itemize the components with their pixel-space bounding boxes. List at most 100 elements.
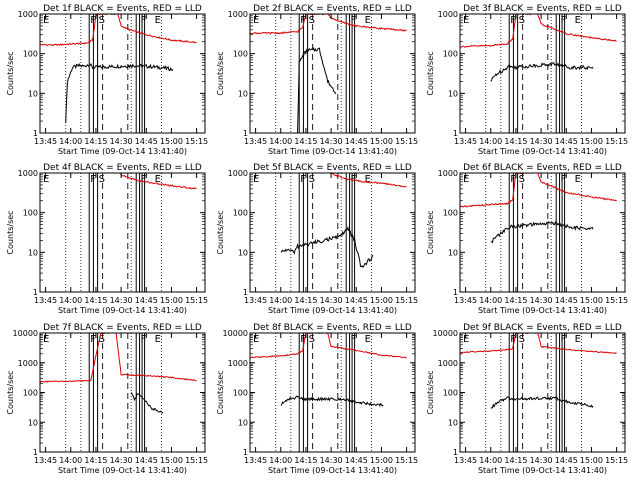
- y-tick-label: 10: [28, 248, 38, 257]
- panel-title: Det 9f BLACK = Events, RED = LLD: [463, 323, 622, 333]
- x-axis-label: Start Time (09-Oct-14 13:41:40): [268, 466, 397, 475]
- plot-frame: [39, 332, 206, 453]
- x-axis-label: Start Time (09-Oct-14 13:41:40): [58, 306, 187, 315]
- x-tick-label: 15:00: [370, 296, 393, 305]
- region-letter: E: [43, 334, 49, 345]
- x-tick-label: 14:15: [504, 296, 527, 305]
- x-tick-label: 15:00: [370, 456, 393, 465]
- y-tick-label: 1: [33, 129, 38, 138]
- y-tick-label: 10: [238, 89, 248, 98]
- events-series-line: [490, 220, 594, 244]
- region-letter: E: [463, 174, 469, 185]
- lld-series-line: [40, 333, 197, 383]
- x-tick-label: 14:00: [479, 456, 502, 465]
- x-tick-label: 15:00: [160, 137, 183, 146]
- y-tick-label: 1000: [438, 359, 458, 368]
- x-tick-label: 14:30: [530, 456, 553, 465]
- y-tick-label: 1: [453, 448, 458, 457]
- y-tick-label: 1000: [18, 169, 38, 178]
- x-tick-label: 14:30: [320, 456, 343, 465]
- x-axis-label: Start Time (09-Oct-14 13:41:40): [58, 147, 187, 156]
- y-tick-label: 1000: [228, 169, 248, 178]
- region-letter: E: [463, 334, 469, 345]
- x-tick-label: 15:00: [580, 456, 603, 465]
- region-letter: F: [90, 334, 96, 345]
- x-tick-label: 13:45: [34, 137, 57, 146]
- y-tick-label: 10000: [13, 329, 38, 338]
- y-tick-label: 1000: [228, 359, 248, 368]
- y-tick-label: 10: [238, 418, 248, 427]
- y-tick-label: 10: [448, 248, 458, 257]
- region-letter: F: [90, 15, 96, 26]
- plot-frame: [249, 332, 416, 453]
- region-letter: E: [365, 334, 371, 345]
- y-axis-label: Counts/sec: [6, 210, 15, 254]
- x-tick-label: 14:30: [530, 137, 553, 146]
- x-tick-label: 14:15: [84, 456, 107, 465]
- region-letter: F: [300, 174, 306, 185]
- events-series-line: [130, 392, 164, 414]
- y-tick-label: 100: [443, 389, 458, 398]
- region-letter: F: [300, 334, 306, 345]
- panel-title: Det 2f BLACK = Events, RED = LLD: [253, 4, 412, 14]
- lld-series-line: [460, 14, 617, 48]
- y-tick-label: 100: [233, 50, 248, 59]
- x-tick-label: 15:00: [160, 456, 183, 465]
- x-tick-label: 15:15: [395, 137, 418, 146]
- y-axis-label: Counts/sec: [426, 51, 435, 95]
- x-tick-label: 14:00: [479, 137, 502, 146]
- region-letter: E: [463, 15, 469, 26]
- x-axis-label: Start Time (09-Oct-14 13:41:40): [58, 466, 187, 475]
- region-letter: S: [99, 334, 105, 345]
- region-letter: F: [351, 174, 357, 185]
- lld-series-line: [329, 173, 407, 188]
- x-tick-label: 14:30: [110, 296, 133, 305]
- x-tick-label: 14:45: [345, 296, 368, 305]
- region-letter: F: [141, 174, 147, 185]
- region-letter: F: [561, 174, 567, 185]
- y-tick-label: 1: [243, 288, 248, 297]
- x-tick-label: 15:00: [580, 137, 603, 146]
- region-letter: F: [351, 334, 357, 345]
- x-tick-label: 15:15: [185, 456, 208, 465]
- x-tick-label: 14:15: [84, 296, 107, 305]
- x-tick-label: 15:15: [605, 137, 628, 146]
- region-letter: F: [510, 15, 516, 26]
- panel-title: Det 3f BLACK = Events, RED = LLD: [463, 4, 622, 14]
- x-tick-label: 14:45: [555, 137, 578, 146]
- region-letter: F: [510, 334, 516, 345]
- x-axis-label: Start Time (09-Oct-14 13:41:40): [478, 306, 607, 315]
- y-tick-label: 10: [28, 89, 38, 98]
- region-letter: E: [365, 174, 371, 185]
- region-letter: F: [561, 334, 567, 345]
- y-tick-label: 1000: [18, 359, 38, 368]
- x-axis-label: Start Time (09-Oct-14 13:41:40): [268, 147, 397, 156]
- x-axis-label: Start Time (09-Oct-14 13:41:40): [478, 466, 607, 475]
- x-tick-label: 13:45: [34, 296, 57, 305]
- x-tick-label: 14:15: [504, 456, 527, 465]
- y-tick-label: 100: [443, 209, 458, 218]
- region-letter: E: [253, 334, 259, 345]
- y-tick-label: 1: [33, 448, 38, 457]
- y-axis-label: Counts/sec: [216, 51, 225, 95]
- x-axis-label: Start Time (09-Oct-14 13:41:40): [268, 306, 397, 315]
- x-tick-label: 14:45: [345, 137, 368, 146]
- plot-frame: [459, 172, 626, 293]
- y-tick-label: 1: [243, 129, 248, 138]
- y-tick-label: 100: [233, 389, 248, 398]
- x-tick-label: 15:15: [605, 456, 628, 465]
- region-letter: S: [519, 174, 525, 185]
- x-tick-label: 14:30: [320, 137, 343, 146]
- lld-series-line: [250, 333, 407, 359]
- lld-series-line: [119, 173, 197, 190]
- region-letter: E: [43, 15, 49, 26]
- y-axis-label: Counts/sec: [216, 370, 225, 414]
- y-tick-label: 10000: [433, 329, 458, 338]
- region-letter: F: [141, 15, 147, 26]
- region-letter: F: [510, 174, 516, 185]
